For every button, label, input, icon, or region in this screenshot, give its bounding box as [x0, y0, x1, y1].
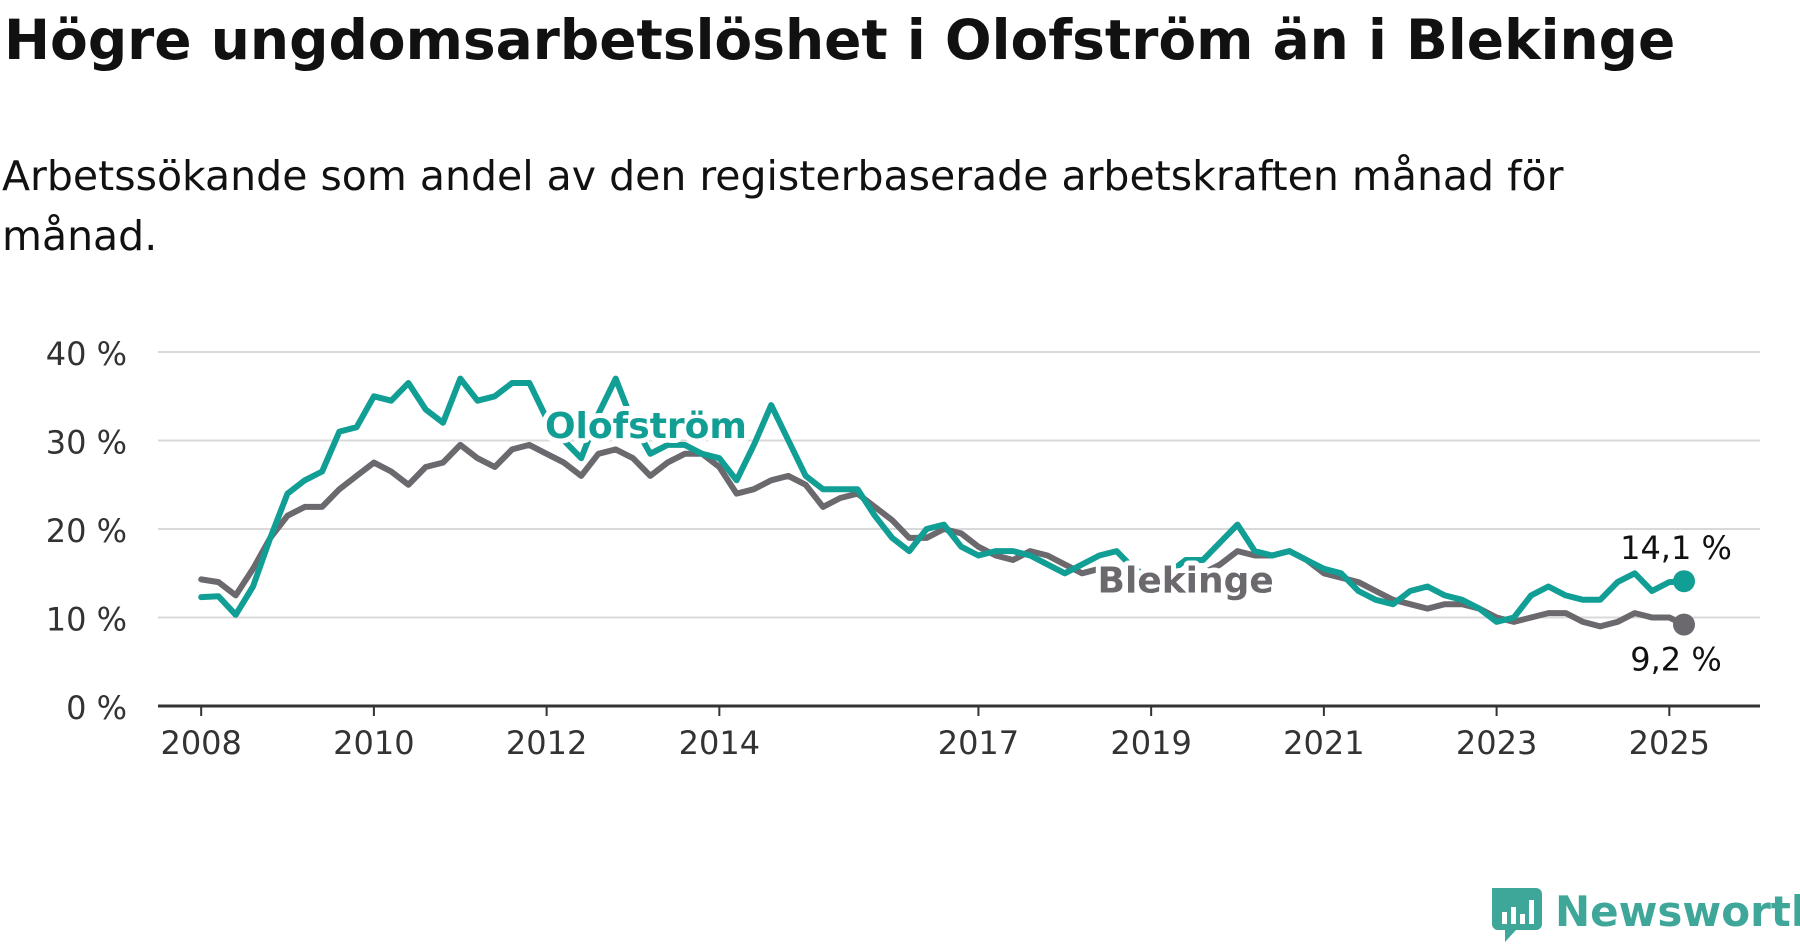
y-tick-label: 0 %	[66, 689, 127, 727]
newsworthy-bar-chart-icon	[1492, 888, 1542, 942]
brand-name: Newsworthy	[1555, 887, 1800, 936]
chart-subtitle: Arbetssökande som andel av den registerb…	[2, 152, 1564, 260]
series-end-marker	[1673, 570, 1696, 593]
y-tick-label: 30 %	[46, 424, 127, 462]
x-tick-label: 2025	[1629, 724, 1710, 762]
chart-title: Högre ungdomsarbetslöshet i Olofström än…	[4, 8, 1676, 72]
y-tick-label: 10 %	[46, 601, 127, 639]
x-tick-label: 2014	[679, 724, 760, 762]
x-tick-label: 2012	[506, 724, 587, 762]
x-tick-label: 2019	[1110, 724, 1191, 762]
y-tick-label: 20 %	[46, 512, 127, 550]
y-tick-label: 40 %	[46, 335, 127, 373]
series-line-olofstrm	[198, 375, 1687, 625]
x-tick-label: 2021	[1283, 724, 1364, 762]
x-tick-label: 2010	[333, 724, 414, 762]
brand-logo[interactable]: Newsworthy	[1489, 886, 1800, 946]
x-tick-label: 2008	[160, 724, 241, 762]
x-tick-label: 2023	[1456, 724, 1537, 762]
series-end-value-label: 9,2 %	[1630, 641, 1721, 679]
x-tick-label: 2017	[938, 724, 1019, 762]
series-label: Olofström	[545, 406, 747, 447]
series-end-value-label: 14,1 %	[1620, 529, 1732, 567]
series-end-marker	[1673, 613, 1696, 636]
series-label: Blekinge	[1098, 561, 1274, 602]
